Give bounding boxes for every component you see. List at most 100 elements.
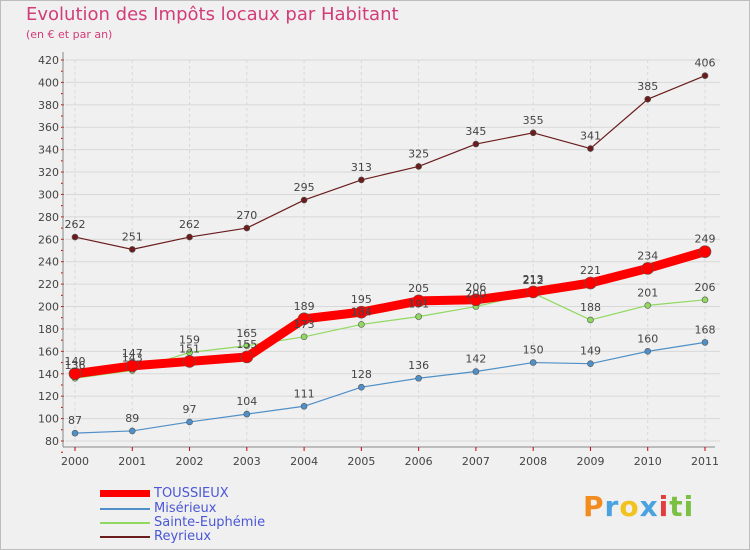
x-tick-label: 2011 [691,455,719,468]
data-point [186,418,193,426]
data-point [415,313,422,320]
data-label: 262 [65,218,86,231]
legend-item-reyrieux: Reyrieux [100,529,211,544]
data-label: 205 [408,282,429,295]
data-point [68,367,82,381]
data-point [644,302,652,309]
data-point [243,342,251,350]
data-point [472,368,480,375]
data-label: 147 [122,347,143,360]
data-point [584,276,597,290]
data-label: 345 [465,125,486,138]
data-label: 195 [351,293,372,306]
data-point [243,224,251,232]
data-label: 97 [183,403,197,416]
data-label: 136 [65,359,86,372]
data-label: 160 [637,332,658,345]
data-label: 87 [68,414,82,427]
data-label: 313 [351,161,372,174]
legend-label-toussieux: TOUSSIEUX [154,486,229,501]
data-point [300,402,308,410]
data-point [644,95,652,103]
x-tick-label: 2003 [233,455,261,468]
y-tick-label: 140 [38,368,59,381]
x-tick-label: 2007 [462,455,490,468]
logo-letter: i [683,490,695,523]
y-tick-label: 400 [38,76,59,89]
x-tick-label: 2008 [519,455,547,468]
data-label: 189 [294,300,315,313]
logo-letter: x [639,490,659,523]
data-point [300,196,308,204]
x-tick-label: 2001 [118,455,146,468]
data-label: 128 [351,368,372,381]
data-label: 184 [351,305,372,318]
series-line-toussieux [70,247,710,379]
data-point [529,129,537,137]
legend-swatch-reyrieux [100,535,150,538]
data-label: 385 [637,80,658,93]
legend-swatch-toussieux [100,490,150,497]
legend-item-miserieux: Misérieux [100,501,217,516]
data-label: 173 [294,318,315,331]
data-point [529,359,537,366]
data-point [526,285,540,299]
data-label: 206 [465,281,486,294]
x-tick-label: 2009 [576,455,604,468]
data-point [415,374,422,382]
data-point [587,360,594,367]
data-point [355,305,368,319]
data-label: 201 [637,286,658,299]
x-tick-label: 2010 [634,455,662,468]
logo-letter: t [669,490,684,523]
data-label: 104 [236,395,257,408]
data-label: 341 [580,130,601,143]
data-point [644,348,652,355]
y-tick-label: 360 [38,121,59,134]
data-label: 151 [179,342,200,355]
data-label: 406 [695,57,716,70]
data-labels: 140 147 151 155 189 195 205 206 213 221 234 249 87 89… [65,57,716,427]
proxiti-logo: Proxiti [583,490,694,523]
logo-letter: P [583,490,605,523]
data-point [183,355,196,368]
data-label: 249 [695,233,716,246]
series-line-reyrieux [74,75,706,250]
y-tick-label: 80 [45,435,59,448]
data-point [587,145,594,152]
data-point [71,233,79,241]
x-tick-label: 2004 [290,455,318,468]
series-lines [68,72,712,437]
logo-letter: r [604,490,620,523]
data-point [186,233,193,241]
data-point [701,296,709,304]
y-tick-label: 200 [38,301,59,314]
data-point [587,316,594,324]
data-label: 188 [580,301,601,314]
y-tick-label: 180 [38,323,59,336]
data-label: 165 [236,327,257,340]
data-point [300,333,308,341]
data-point [128,427,136,435]
data-point [472,140,480,148]
logo-letter: i [658,490,670,523]
data-label: 89 [125,412,139,425]
data-label: 221 [580,264,601,277]
grid-lines [65,59,720,442]
data-point [469,293,483,307]
data-label: 168 [695,323,716,336]
data-label: 234 [637,249,658,262]
chart-subtitle: (en € et par an) [26,28,113,41]
x-axis: 2000 2001 2002 2003 2004 2005 2006 2007 2008 2009… [61,446,719,468]
legend-item-toussieux: TOUSSIEUX [100,486,229,501]
data-point [415,163,422,170]
x-tick-label: 2005 [347,455,375,468]
data-point [125,359,139,373]
data-point [358,383,365,391]
x-tick-label: 2000 [61,455,89,468]
y-tick-label: 240 [38,256,59,269]
data-label: 143 [122,351,143,364]
y-tick-label: 120 [38,390,59,403]
data-point [297,312,311,326]
